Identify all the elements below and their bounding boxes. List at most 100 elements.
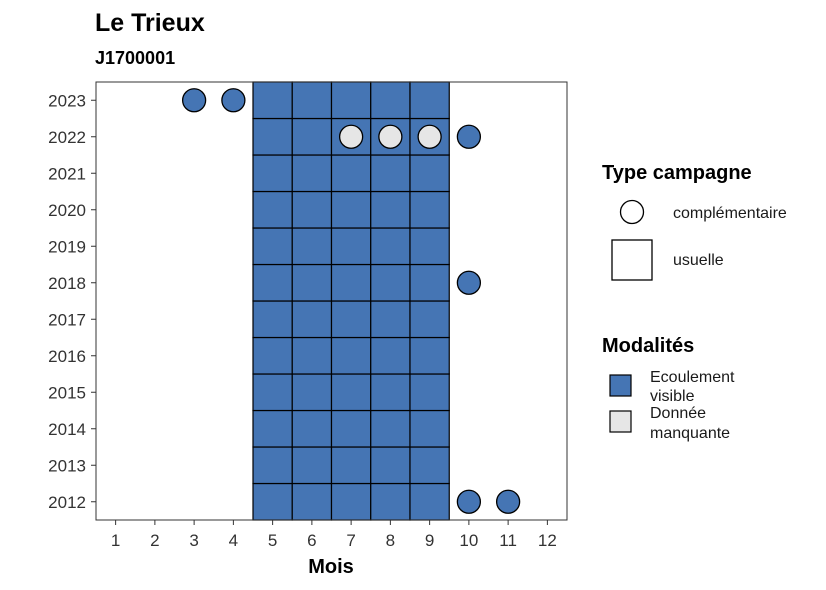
tile-2019-8 — [370, 227, 411, 266]
legend-modalites-title: Modalités — [602, 335, 694, 357]
tile-2020-9 — [409, 190, 450, 229]
tile-2023-9 — [409, 81, 450, 120]
point-2022-8 — [378, 124, 403, 149]
tile-2018-5 — [252, 263, 293, 302]
y-tick-label-2013: 2013 — [48, 456, 86, 475]
legend-usuelle-label: usuelle — [673, 252, 724, 269]
plot-border — [95, 81, 568, 521]
x-tick-label-9: 9 — [425, 531, 434, 550]
y-tick-label-2023: 2023 — [48, 91, 86, 110]
y-tick-label-2017: 2017 — [48, 310, 86, 329]
x-tick-label-5: 5 — [268, 531, 277, 550]
tile-2012-6 — [291, 482, 333, 521]
tile-2014-9 — [409, 409, 450, 448]
x-tick-label-11: 11 — [499, 531, 517, 550]
tile-2016-5 — [252, 336, 293, 375]
tile-2015-7 — [330, 373, 372, 412]
tile-2020-8 — [370, 190, 411, 229]
complementaire-points — [181, 88, 521, 514]
tile-2023-6 — [291, 81, 333, 120]
legend-type-campagne: Type campagne complémentaire usuelle — [602, 162, 787, 281]
tile-2017-8 — [370, 300, 411, 339]
legend-square-symbol — [611, 239, 653, 281]
tile-2021-8 — [370, 154, 411, 193]
tile-2017-6 — [291, 300, 333, 339]
tile-2017-5 — [252, 300, 293, 339]
point-2018-10 — [456, 270, 482, 295]
tile-2017-9 — [409, 300, 450, 339]
chart-subtitle: J1700001 — [95, 48, 175, 68]
usuelle-tiles — [252, 81, 450, 521]
legend-manquante-label-2: manquante — [650, 425, 730, 442]
tile-2018-7 — [330, 263, 372, 302]
tile-2021-7 — [330, 154, 372, 193]
x-axis-label: Mois — [308, 556, 354, 578]
tile-2023-7 — [330, 81, 372, 120]
tile-2012-5 — [252, 482, 293, 521]
x-axis: 1 2 3 4 5 6 7 8 9 10 11 12 — [111, 520, 557, 550]
tile-2014-5 — [252, 409, 293, 448]
tile-2020-5 — [252, 190, 293, 229]
point-2022-10 — [456, 124, 482, 149]
x-tick-label-12: 12 — [538, 531, 557, 550]
tile-2014-6 — [291, 409, 333, 448]
point-2023-4 — [221, 88, 246, 113]
x-tick-label-2: 2 — [150, 531, 159, 550]
point-2012-10 — [456, 489, 482, 514]
tile-2022-6 — [291, 117, 333, 156]
y-tick-label-2022: 2022 — [48, 128, 86, 147]
legend-modalites: Modalités Ecoulement visible Donnée manq… — [602, 335, 735, 442]
legend-circle-symbol — [619, 199, 645, 225]
legend-ecoulement-swatch — [609, 374, 632, 397]
tile-2023-8 — [370, 81, 411, 120]
y-tick-label-2015: 2015 — [48, 383, 86, 402]
legend-type-title: Type campagne — [602, 162, 752, 184]
point-2022-7 — [338, 124, 364, 149]
tile-2016-8 — [370, 336, 411, 375]
y-tick-label-2020: 2020 — [48, 201, 86, 220]
tile-2021-6 — [291, 154, 333, 193]
chart-title: Le Trieux — [95, 9, 205, 37]
tile-2014-7 — [330, 409, 372, 448]
tile-2017-7 — [330, 300, 372, 339]
tile-2013-9 — [409, 446, 450, 485]
y-tick-label-2012: 2012 — [48, 493, 86, 512]
x-tick-label-7: 7 — [346, 531, 355, 550]
point-2022-9 — [417, 124, 442, 149]
x-tick-label-1: 1 — [111, 531, 120, 550]
tile-2012-7 — [330, 482, 372, 521]
tile-2013-6 — [291, 446, 333, 485]
tile-2019-9 — [409, 227, 450, 266]
y-tick-label-2021: 2021 — [48, 164, 86, 183]
tile-2018-6 — [291, 263, 333, 302]
tile-2023-5 — [252, 81, 293, 120]
legend-manquante-label-1: Donnée — [650, 405, 706, 422]
tile-2016-7 — [330, 336, 372, 375]
tile-2016-9 — [409, 336, 450, 375]
point-2023-3 — [181, 88, 207, 113]
tile-2021-5 — [252, 154, 293, 193]
tile-2012-8 — [370, 482, 411, 521]
plot-area — [95, 81, 568, 521]
tile-2015-5 — [252, 373, 293, 412]
tile-2018-9 — [409, 263, 450, 302]
tile-2019-5 — [252, 227, 293, 266]
legend-complementaire-label: complémentaire — [673, 205, 787, 222]
tile-2013-5 — [252, 446, 293, 485]
x-tick-label-8: 8 — [386, 531, 395, 550]
x-tick-label-3: 3 — [189, 531, 198, 550]
x-tick-label-10: 10 — [459, 531, 478, 550]
legend-ecoulement-label-1: Ecoulement — [650, 369, 735, 386]
x-tick-label-6: 6 — [307, 531, 316, 550]
y-tick-label-2019: 2019 — [48, 237, 86, 256]
legend-manquante-swatch — [609, 410, 632, 433]
tile-2020-6 — [291, 190, 333, 229]
tile-2020-7 — [330, 190, 372, 229]
y-tick-label-2014: 2014 — [48, 420, 86, 439]
tile-2013-8 — [370, 446, 411, 485]
tile-2014-8 — [370, 409, 411, 448]
tile-2019-7 — [330, 227, 372, 266]
tile-2021-9 — [409, 154, 450, 193]
tile-2012-9 — [409, 482, 450, 521]
